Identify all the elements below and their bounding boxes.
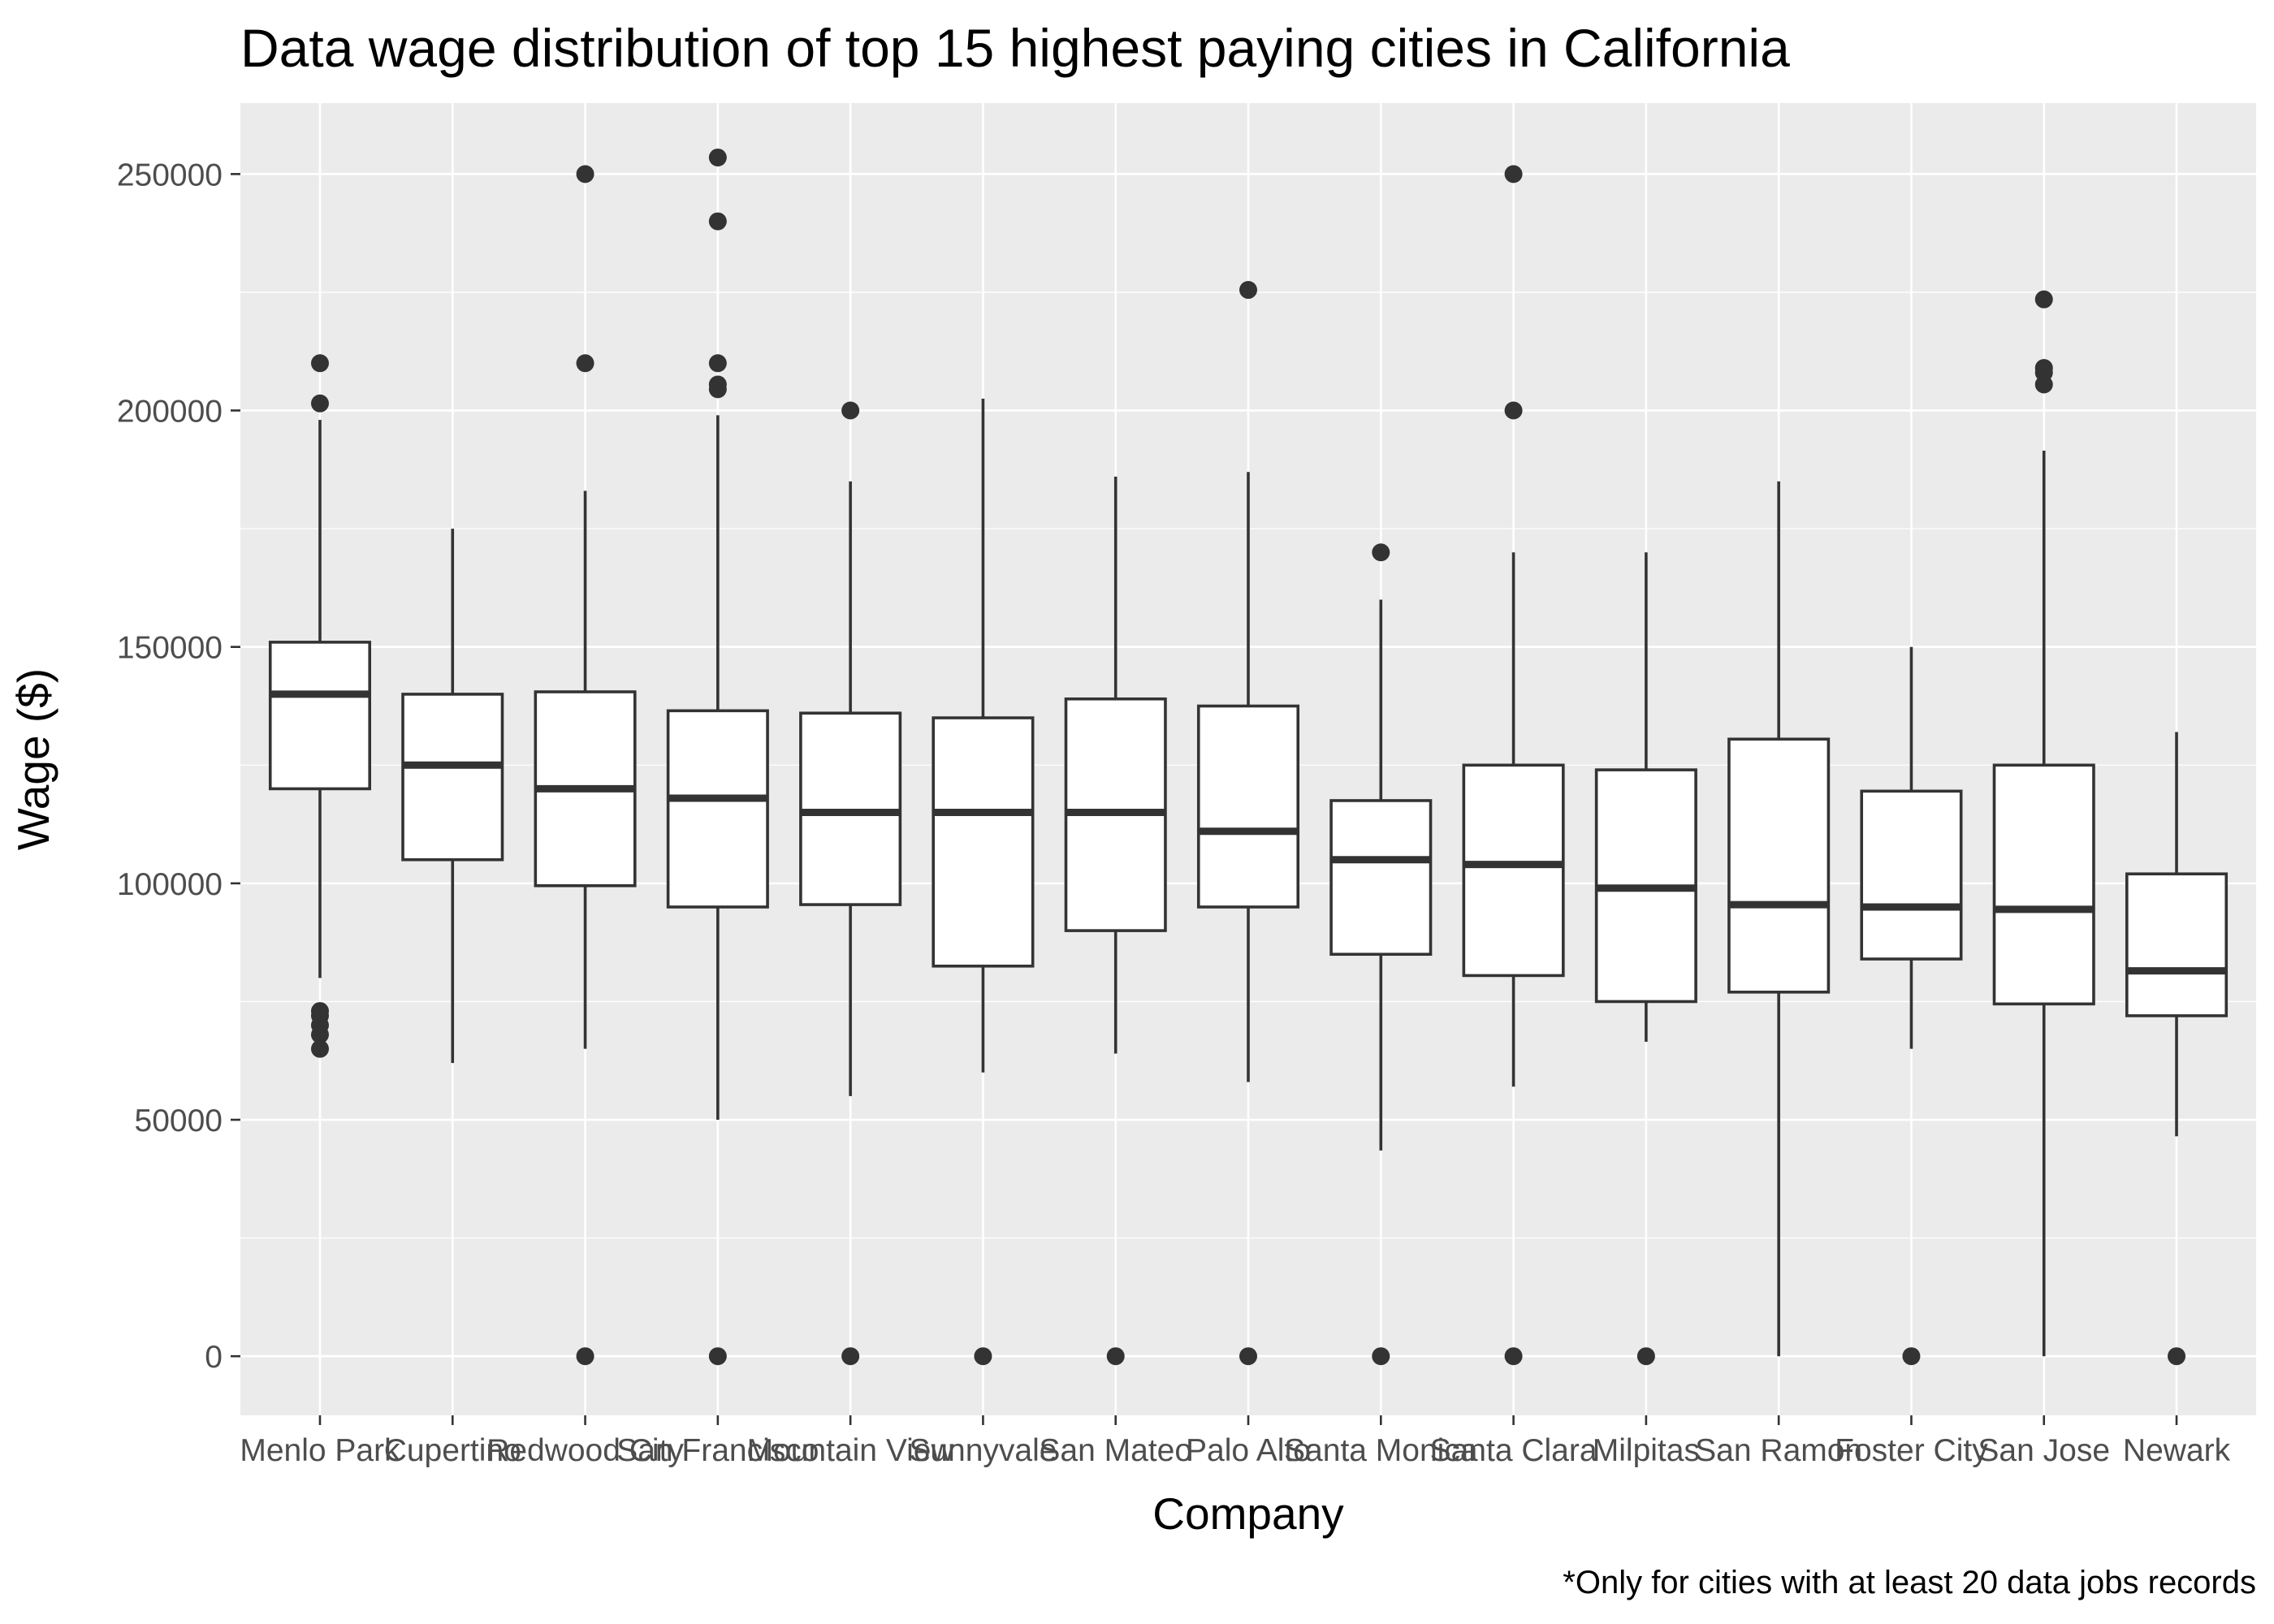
iqr-box-newark <box>2125 872 2229 1017</box>
outlier-point-menlo-park <box>310 1039 329 1058</box>
outlier-point-menlo-park <box>310 354 329 373</box>
y-tick-label: 50000 <box>135 1104 223 1138</box>
x-tick-label-santa-clara: Santa Clara <box>1430 1433 1597 1468</box>
outlier-point-san-francisco <box>708 354 727 373</box>
outlier-point-foster-city <box>1902 1347 1921 1366</box>
boxplot-series <box>268 148 2229 1366</box>
y-tick-label: 0 <box>205 1340 223 1375</box>
iqr-box-foster-city <box>1860 789 1963 961</box>
outlier-point-san-jose <box>2034 375 2053 394</box>
box-mountain-view <box>799 401 902 1366</box>
box-san-francisco <box>666 148 769 1366</box>
chart-caption: *Only for cities with at least 20 data j… <box>1563 1565 2256 1600</box>
outlier-point-san-francisco <box>708 380 727 399</box>
x-tick-label-foster-city: Foster City <box>1835 1433 1988 1468</box>
box-san-ramon <box>1727 481 1831 1357</box>
box-cupertino <box>401 529 504 1064</box>
x-tick-label-redwood-city: Redwood City <box>486 1433 684 1468</box>
iqr-box-san-jose <box>1992 763 2095 1006</box>
x-tick-label-santa-monica: Santa Monica <box>1284 1433 1478 1468</box>
box-foster-city <box>1860 646 1963 1366</box>
box-milpitas <box>1594 552 1697 1366</box>
box-newark <box>2125 732 2229 1366</box>
outlier-point-newark <box>2168 1347 2186 1366</box>
outlier-point-milpitas <box>1636 1347 1655 1366</box>
outlier-point-santa-clara <box>1504 1347 1523 1366</box>
iqr-box-sunnyvale <box>932 716 1035 968</box>
outlier-point-san-francisco <box>708 148 727 166</box>
iqr-box-santa-monica <box>1329 799 1433 957</box>
box-san-mateo <box>1064 477 1167 1366</box>
iqr-box-san-ramon <box>1727 737 1831 994</box>
box-santa-monica <box>1329 543 1433 1366</box>
y-axis: 0 50000 100000 150000 200000 250000 <box>117 158 240 1375</box>
x-tick-label-cupertino: Cupertino <box>384 1433 521 1468</box>
x-tick-label-palo-alto: Palo Alto <box>1186 1433 1311 1468</box>
x-tick-label-mountain-view: Mountain View <box>747 1433 955 1468</box>
outlier-point-san-jose <box>2034 290 2053 309</box>
outlier-point-redwood-city <box>576 354 594 373</box>
outlier-point-santa-clara <box>1504 401 1523 420</box>
box-san-jose <box>1992 290 2095 1357</box>
box-santa-clara <box>1462 165 1565 1366</box>
outlier-point-san-francisco <box>708 212 727 231</box>
outlier-point-mountain-view <box>841 1347 860 1366</box>
x-tick-label-san-mateo: San Mateo <box>1039 1433 1192 1468</box>
x-axis-title: Company <box>1152 1488 1344 1539</box>
iqr-box-santa-clara <box>1462 763 1565 978</box>
box-sunnyvale <box>932 398 1035 1366</box>
outlier-point-redwood-city <box>576 1347 594 1366</box>
x-tick-label-newark: Newark <box>2123 1433 2231 1468</box>
x-tick-label-sunnyvale: Sunnyvale <box>909 1433 1057 1468</box>
outlier-point-mountain-view <box>841 401 860 420</box>
outlier-point-san-mateo <box>1106 1347 1125 1366</box>
y-tick-label: 150000 <box>117 631 223 666</box>
y-tick-label: 200000 <box>117 395 223 430</box>
chart-title: Data wage distribution of top 15 highest… <box>240 18 1790 78</box>
x-tick-label-san-ramon: San Ramon <box>1695 1433 1862 1468</box>
outlier-point-palo-alto <box>1239 1347 1257 1366</box>
outlier-point-redwood-city <box>576 165 594 184</box>
outlier-point-santa-clara <box>1504 165 1523 184</box>
iqr-box-san-francisco <box>666 709 769 909</box>
outlier-point-menlo-park <box>310 1026 329 1044</box>
outlier-point-menlo-park <box>310 394 329 412</box>
box-redwood-city <box>534 165 637 1366</box>
y-tick-label: 100000 <box>117 867 223 902</box>
box-palo-alto <box>1196 281 1300 1366</box>
iqr-box-cupertino <box>401 693 504 862</box>
iqr-box-menlo-park <box>268 641 372 791</box>
x-tick-label-san-francisco: San Francisco <box>616 1433 819 1468</box>
outlier-point-palo-alto <box>1239 281 1257 300</box>
x-tick-label-menlo-park: Menlo Park <box>240 1433 400 1468</box>
outlier-point-sunnyvale <box>974 1347 992 1366</box>
x-tick-label-milpitas: Milpitas <box>1593 1433 1700 1468</box>
iqr-box-palo-alto <box>1196 704 1300 909</box>
outlier-point-santa-monica <box>1372 1347 1390 1366</box>
x-tick-label-san-jose: San Jose <box>1978 1433 2110 1468</box>
outlier-point-santa-monica <box>1372 543 1390 562</box>
box-menlo-park <box>268 354 372 1058</box>
outlier-point-san-francisco <box>708 1347 727 1366</box>
y-tick-label: 250000 <box>117 158 223 192</box>
y-axis-title: Wage ($) <box>8 668 58 850</box>
